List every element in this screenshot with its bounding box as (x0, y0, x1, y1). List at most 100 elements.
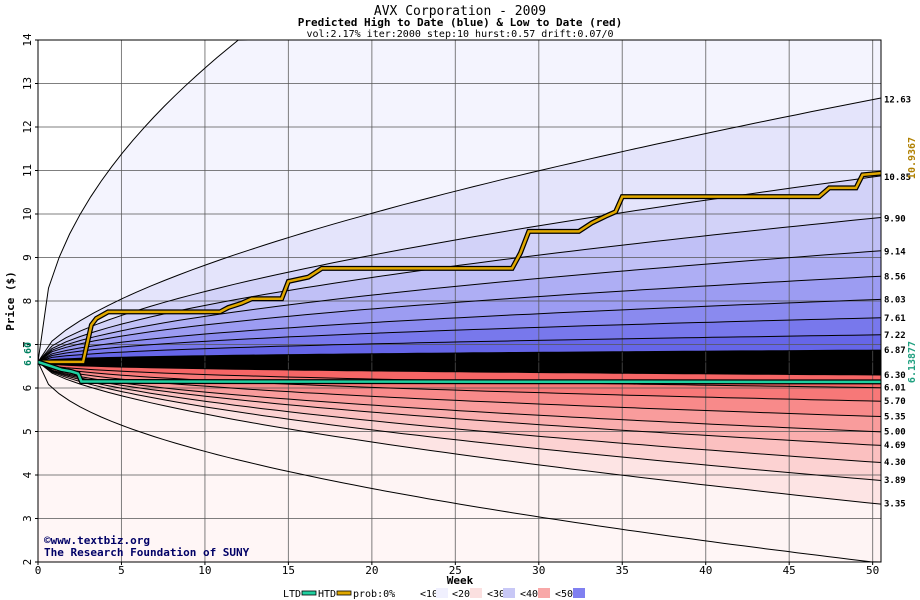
low-contour-7 (37, 361, 882, 402)
low-level-label: 6.30 (884, 371, 906, 381)
y-tick-label: 13 (21, 77, 34, 90)
legend-prob-swatch-5 (573, 588, 585, 598)
high-contour-4 (37, 250, 882, 363)
high-level-label: 10.85 (884, 173, 911, 183)
high-level-label: 7.61 (884, 314, 906, 324)
legend-prob-swatch-0 (397, 588, 409, 598)
high-level-label: 9.14 (884, 247, 906, 257)
low-contour-6 (37, 361, 882, 417)
y-tick-label: 3 (21, 515, 34, 522)
y-axis-ticks: 2 3 4 5 6 7 8 9 10 11 12 13 14 (21, 33, 38, 565)
legend-prob-swatch-1 (436, 588, 448, 598)
legend-htd-label: HTD (318, 589, 336, 600)
x-tick-label: 45 (783, 564, 796, 577)
x-tick-label: 0 (35, 564, 42, 577)
legend-htd-swatch (336, 590, 352, 596)
right-level-labels: 12.63 10.85 9.90 9.14 8.56 8.03 7.61 7.22 6.87 6.… (884, 96, 911, 510)
high-level-label: 6.87 (884, 346, 906, 356)
high-band-3 (38, 217, 881, 362)
low-level-label: 5.70 (884, 397, 906, 407)
high-contour-8 (37, 334, 882, 363)
high-level-label: 12.63 (884, 96, 911, 106)
y-tick-label: 8 (21, 298, 34, 305)
high-contour-5 (37, 275, 882, 363)
legend-ltd-label: LTD (283, 589, 301, 600)
x-tick-label: 15 (282, 564, 295, 577)
legend-prob-swatch-3 (503, 588, 515, 598)
low-band-2 (38, 361, 881, 481)
high-contour-7 (37, 317, 882, 363)
high-band-2 (38, 175, 881, 362)
low-contour-9 (37, 361, 882, 376)
high-band-9 (38, 350, 881, 362)
legend-prob-label-1: <10% (420, 589, 444, 600)
chart-title: AVX Corporation - 2009 (374, 4, 546, 19)
high-level-label: 8.56 (884, 273, 906, 283)
high-band-5 (38, 276, 881, 362)
y-tick-label: 10 (21, 207, 34, 220)
chart-subtitle: Predicted High to Date (blue) & Low to D… (298, 16, 623, 29)
low-contour-5 (37, 361, 882, 433)
y-tick-label: 12 (21, 120, 34, 133)
legend-prob-swatch-2 (470, 588, 482, 598)
x-tick-label: 10 (198, 564, 211, 577)
low-band-1 (38, 361, 881, 505)
grid-lines (38, 39, 881, 563)
low-band-3 (38, 361, 881, 463)
y-tick-label: 7 (21, 341, 34, 348)
low-band-9 (38, 361, 881, 375)
low-level-label: 4.69 (884, 441, 906, 451)
high-level-label: 9.90 (884, 214, 906, 224)
y-axis-label: Price ($) (4, 271, 17, 331)
legend-prob-label-2: <20% (452, 589, 476, 600)
chart-legend: LTD HTD prob:0% <10% <20% <30% <40% <50% (283, 588, 585, 600)
y-tick-label: 14 (21, 33, 34, 47)
x-tick-label: 30 (532, 564, 545, 577)
low-contour-2 (37, 361, 882, 481)
high-band-1 (38, 98, 881, 362)
low-band-0 (38, 361, 881, 562)
high-level-label: 8.03 (884, 296, 906, 306)
low-band-6 (38, 361, 881, 417)
low-level-label: 5.00 (884, 428, 906, 438)
y-tick-label: 11 (21, 164, 34, 177)
legend-prob-swatch-4 (538, 588, 550, 598)
high-level-label: 7.22 (884, 331, 906, 341)
high-band-7 (38, 317, 881, 362)
high-contour-6 (37, 298, 882, 363)
ltd-line (37, 360, 882, 384)
watermark-line1: ©www.textbiz.org (44, 534, 150, 547)
start-price-label: 6.60 (23, 342, 34, 366)
high-contour-9 (37, 349, 882, 363)
y-tick-label: 6 (21, 385, 34, 392)
low-level-label: 3.89 (884, 476, 906, 486)
legend-prob-label-0: prob:0% (353, 589, 395, 600)
legend-prob-label-5: <50% (555, 589, 579, 600)
htd-end-label: 10.9367 (907, 137, 918, 179)
chart-params: vol:2.17% iter:2000 step:10 hurst:0.57 d… (306, 29, 613, 40)
ltd-end-label: 6.13877 (907, 341, 918, 383)
low-level-label: 6.01 (884, 384, 906, 394)
low-level-label: 4.30 (884, 458, 906, 468)
low-level-label: 5.35 (884, 412, 906, 422)
y-tick-label: 4 (21, 471, 34, 478)
x-axis-ticks: 0 5 10 15 20 25 30 35 40 45 50 (35, 562, 879, 577)
legend-ltd-swatch (301, 590, 317, 596)
low-contour-1 (37, 361, 882, 505)
x-tick-label: 25 (449, 564, 462, 577)
y-tick-label: 5 (21, 428, 34, 435)
x-tick-label: 20 (365, 564, 378, 577)
x-tick-label: 35 (616, 564, 629, 577)
high-band-4 (38, 250, 881, 362)
legend-prob-label-4: <40% (520, 589, 544, 600)
htd-line (38, 171, 882, 364)
x-tick-label: 5 (118, 564, 125, 577)
low-contour-3 (37, 361, 882, 463)
high-band-0 (38, 40, 881, 362)
x-tick-label: 40 (699, 564, 712, 577)
x-axis-label: Week (447, 574, 474, 587)
low-tail-band (38, 361, 881, 562)
high-contour-1 (37, 97, 882, 363)
low-level-label: 3.35 (884, 499, 906, 509)
